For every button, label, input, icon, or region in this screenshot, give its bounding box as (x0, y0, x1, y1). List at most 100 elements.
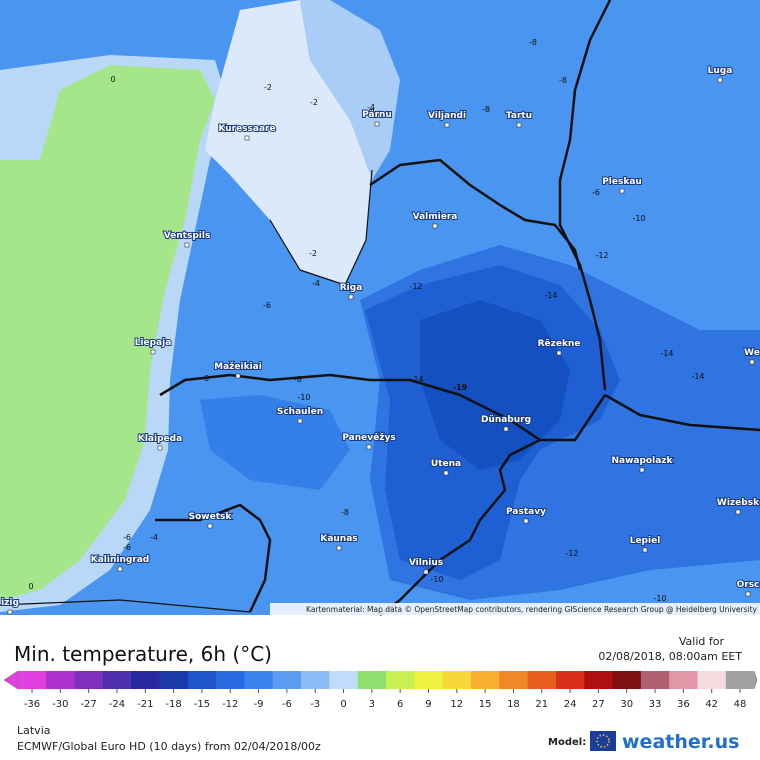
city-label: Panevėžys (342, 433, 395, 443)
city-dot (157, 445, 163, 451)
colorbar-segment (697, 671, 727, 689)
colorbar-tick-label: 18 (507, 699, 520, 710)
city-label: Valmiera (413, 212, 458, 222)
border (379, 438, 541, 616)
colorbar-segment (244, 671, 274, 689)
colorbar-segment (74, 671, 104, 689)
coldest-area (420, 300, 570, 470)
colorbar-tick-label: -12 (222, 699, 238, 710)
city-label: Liepaja (135, 338, 172, 348)
colorbar-segment (555, 671, 585, 689)
city-dot (503, 426, 509, 432)
contour-label: -19 (453, 383, 468, 392)
contour-label: -14 (544, 291, 557, 300)
city-dot (556, 350, 562, 356)
colorbar-segment (102, 671, 132, 689)
colorbar-tick-label: -9 (254, 699, 264, 710)
borders (0, 0, 760, 616)
city-label: Orsc (737, 580, 760, 590)
colorbar-segment (612, 671, 642, 689)
city-label: izig (1, 598, 19, 608)
contour-label: -8 (482, 105, 490, 114)
city-label: Pärnu (362, 110, 392, 120)
contour-label: 0 (28, 582, 33, 591)
city-dot (639, 467, 645, 473)
colorbar-tick-label: -24 (109, 699, 125, 710)
colorbar-segment (725, 671, 755, 689)
city-dot (207, 523, 213, 529)
contour-label: -8 (294, 375, 302, 384)
city-dot (348, 294, 354, 300)
city-dot (150, 349, 156, 355)
city-label: Schaulen (277, 407, 323, 417)
colorbar-segment (301, 671, 330, 689)
city-label: Wizebsk (717, 498, 760, 508)
city-dot (297, 418, 303, 424)
border (558, 0, 612, 391)
city-label: Riga (340, 283, 363, 293)
city-label: Vilnius (409, 558, 443, 568)
city-dot (717, 77, 723, 83)
contour-label: 0 (110, 75, 115, 84)
city-dot (117, 566, 123, 572)
colorbar-tick-label: 12 (450, 699, 463, 710)
contour-label: -6 (592, 188, 600, 197)
contour-label: -10 (430, 575, 443, 584)
contour-label: -2 (309, 249, 317, 258)
region: Latvia (17, 724, 51, 737)
city-dot (423, 569, 429, 575)
contour-label: -12 (409, 282, 422, 291)
colorbar-tick-label: 6 (397, 699, 403, 710)
colorbar-segment (329, 671, 359, 689)
colorbar-segment (17, 671, 47, 689)
colorbar-segment (442, 671, 472, 689)
colorbar-segment (470, 671, 500, 689)
colorbar-tick-label: 9 (425, 699, 431, 710)
colorbar-tick-label: 21 (535, 699, 548, 710)
contour-label: -14 (691, 372, 704, 381)
source: ECMWF/Global Euro HD (10 days) from 02/0… (17, 740, 321, 753)
city-label: Nawapolazk (611, 456, 673, 466)
colorbar-segment (414, 671, 444, 689)
city-dot (244, 135, 250, 141)
contour-label: -4 (150, 533, 158, 542)
contour-label: -14 (410, 375, 423, 384)
colorbar-segment (46, 671, 75, 689)
city-label: Luga (708, 66, 733, 76)
city-label: Tartu (506, 111, 532, 121)
colorbar-tick-label: 24 (564, 699, 577, 710)
colorbar-tick-label: -18 (165, 699, 181, 710)
coastline (269, 169, 373, 286)
colorbar-segment (272, 671, 302, 689)
valid-label: Valid for (679, 635, 725, 648)
city-dot (749, 359, 755, 365)
contour-label: -8 (559, 76, 567, 85)
cold-pocket (200, 395, 350, 490)
city-label: Kuressaare (218, 124, 275, 134)
attribution: Kartenmaterial: Map data © OpenStreetMap… (306, 605, 758, 614)
eu-stars (596, 734, 610, 748)
colorbar-segment (584, 671, 614, 689)
eu-flag (590, 731, 616, 751)
legend-title: Min. temperature, 6h (°C) (14, 642, 272, 666)
brand: weather.us (622, 731, 739, 753)
city-dot (235, 373, 241, 379)
city-dot (432, 223, 438, 229)
city-label: Kaliningrad (91, 555, 150, 565)
colorbar-tick-label: 48 (734, 699, 747, 710)
contour-label: -6 (201, 374, 209, 383)
colorbar-tick-label: 3 (369, 699, 375, 710)
colorbar-segment (640, 671, 670, 689)
attribution-bg (270, 603, 760, 615)
contour-label: -2 (310, 98, 318, 107)
contour-label: -8 (341, 508, 349, 517)
city-label: Mažeikiai (214, 362, 262, 372)
colorbar-segment (187, 671, 217, 689)
contour-label: -6 (123, 533, 131, 542)
city-dot (366, 444, 372, 450)
city-label: Pastavy (506, 507, 546, 517)
colorbar-segment (527, 671, 557, 689)
colorbar-tick-label: -15 (194, 699, 210, 710)
city-label: We (744, 348, 760, 358)
